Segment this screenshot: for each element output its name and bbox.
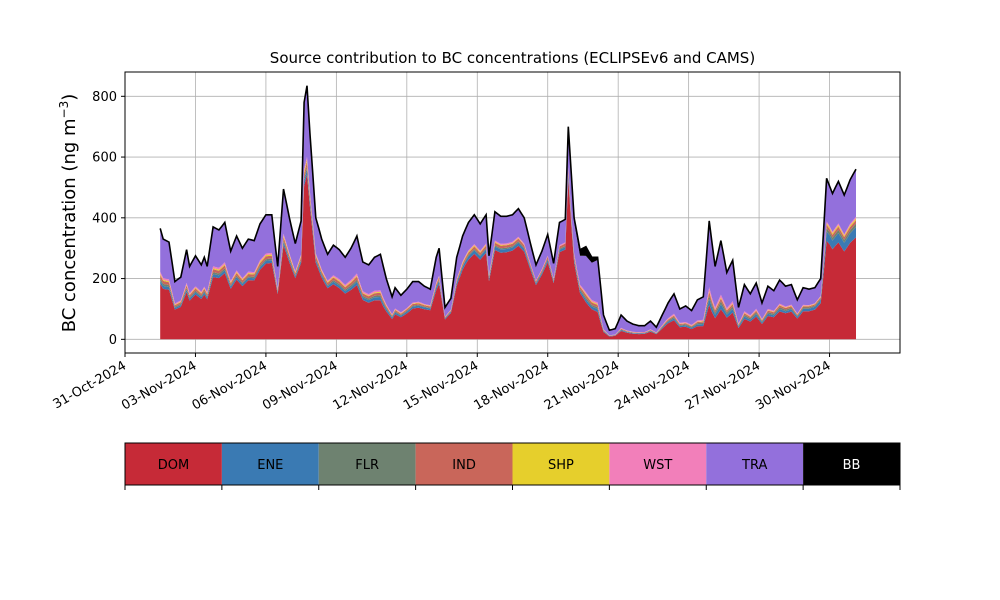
y-axis-label-main: BC concentration (ng m (59, 118, 80, 332)
area-tra (160, 85, 856, 336)
y-tick-label: 200 (92, 272, 117, 287)
x-tick-label: 31-Oct-2024 (51, 358, 129, 412)
y-tick-label: 400 (92, 211, 117, 226)
x-tick-label: 30-Nov-2024 (753, 358, 833, 413)
x-tick-label: 21-Nov-2024 (542, 358, 622, 413)
plot-area (124, 71, 901, 354)
x-tick-label: 12-Nov-2024 (331, 358, 411, 413)
area-dom (160, 174, 856, 340)
legend-swatch-flr (318, 443, 416, 485)
legend-label-tra: TRA (741, 458, 767, 473)
y-axis-label: BC concentration (ng m−3) (57, 94, 80, 333)
legend-swatch-wst (609, 443, 707, 485)
x-tick-label: 06-Nov-2024 (190, 358, 270, 413)
chart-title: Source contribution to BC concentrations… (270, 49, 755, 67)
stacked-areas (160, 85, 856, 340)
y-axis: 0 200 400 600 800 (92, 90, 125, 348)
y-tick-label: 800 (92, 90, 117, 105)
y-tick-label: 600 (92, 151, 117, 166)
legend-label-shp: SHP (548, 458, 574, 473)
x-tick-label: 18-Nov-2024 (471, 358, 551, 413)
legend-swatch-ind (415, 443, 513, 485)
legend-swatch-shp (512, 443, 610, 485)
legend: DOM ENE FLR IND SHP WST TRA BB (124, 442, 901, 490)
legend-swatch-bb (803, 443, 900, 485)
x-tick-label: 27-Nov-2024 (683, 358, 763, 413)
legend-label-ene: ENE (257, 458, 283, 473)
x-tick-label: 15-Nov-2024 (401, 358, 481, 413)
legend-label-wst: WST (643, 458, 672, 473)
total-line (159, 85, 857, 332)
legend-label-ind: IND (452, 458, 476, 473)
y-axis-label-end: ) (59, 94, 80, 101)
y-axis-label-sup: −3 (57, 101, 71, 119)
legend-swatch-ene (221, 443, 319, 485)
x-tick-label: 03-Nov-2024 (119, 358, 199, 413)
x-tick-label: 09-Nov-2024 (260, 358, 340, 413)
y-tick-label: 0 (109, 333, 117, 348)
legend-label-flr: FLR (355, 458, 379, 473)
x-axis: 31-Oct-202403-Nov-202406-Nov-202409-Nov-… (51, 353, 834, 413)
legend-swatch-dom (125, 443, 222, 485)
plot-frame (124, 71, 901, 354)
legend-label-dom: DOM (158, 458, 189, 473)
legend-label-bb: BB (843, 458, 861, 473)
x-tick-label: 24-Nov-2024 (612, 358, 692, 413)
legend-swatch-tra (706, 443, 804, 485)
